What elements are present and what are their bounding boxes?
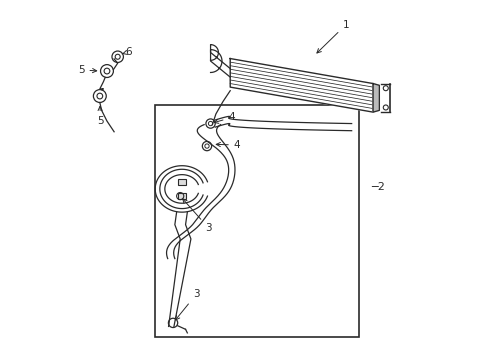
Text: ─2: ─2 (370, 182, 385, 192)
Polygon shape (230, 59, 372, 112)
Bar (178, 179, 185, 185)
Polygon shape (372, 84, 379, 112)
Text: 5: 5 (78, 65, 97, 75)
Text: 4: 4 (214, 112, 235, 123)
Text: 5: 5 (97, 106, 103, 126)
Bar (178, 193, 185, 199)
Text: 3: 3 (183, 199, 212, 233)
Text: 4: 4 (216, 140, 240, 150)
Text: 6: 6 (122, 47, 131, 57)
Text: 3: 3 (175, 289, 199, 320)
Text: 1: 1 (316, 19, 348, 53)
Bar (155, 105, 358, 337)
